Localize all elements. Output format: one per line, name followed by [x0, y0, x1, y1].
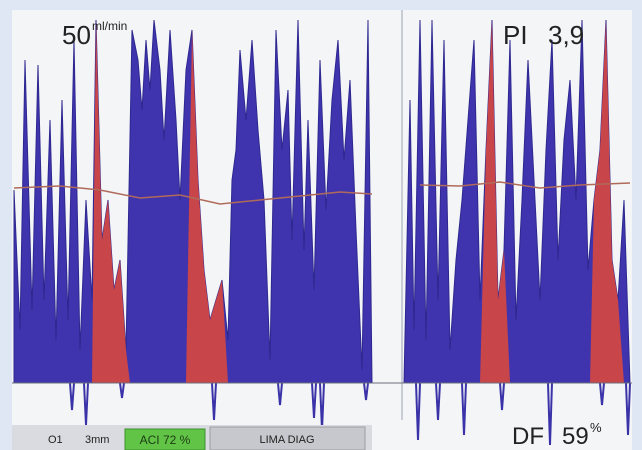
page: {"flow": {"value": "50", "unit": "ml/min…: [0, 0, 642, 450]
df-value: 59: [562, 423, 589, 450]
df-label: DF: [512, 423, 544, 450]
flowmeter-screen: 50 ml/min PI 3,9 O1 3mm ACI 72 % LIMA DI…: [0, 0, 642, 450]
df-unit: %: [590, 420, 602, 435]
vessel: LIMA DIAG: [259, 434, 314, 446]
flow-unit: ml/min: [92, 19, 127, 33]
pi-label: PI: [503, 20, 528, 50]
aci: ACI 72 %: [140, 433, 191, 447]
probe-size: 3mm: [85, 434, 109, 446]
pi-value: 3,9: [548, 20, 584, 50]
flow-value: 50: [62, 20, 91, 50]
channel: O1: [48, 434, 63, 446]
